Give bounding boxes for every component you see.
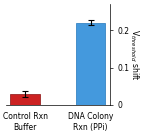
- Bar: [10, 94, 40, 105]
- Y-axis label: V$_{threshold}$ shift: V$_{threshold}$ shift: [128, 29, 141, 80]
- Bar: [76, 23, 105, 105]
